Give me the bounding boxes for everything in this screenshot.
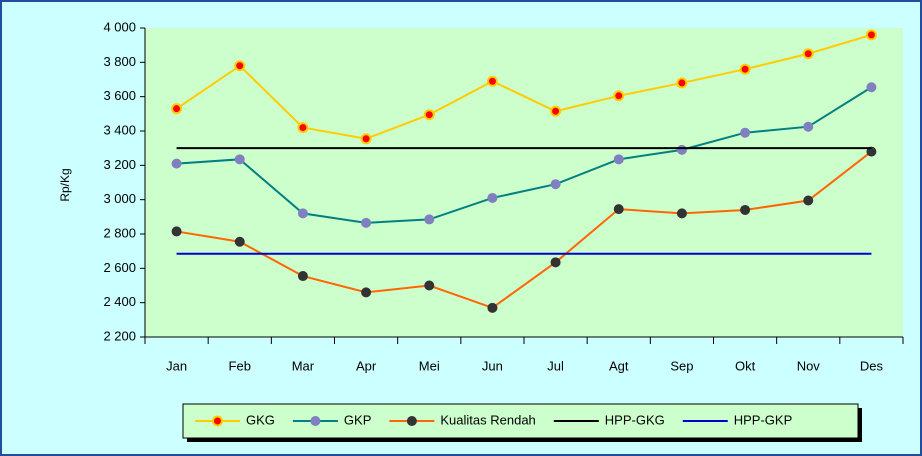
data-point <box>865 29 877 41</box>
legend-label: HPP-GKG <box>605 412 665 427</box>
y-tick-label: 3 600 <box>103 88 136 103</box>
data-point <box>866 146 877 157</box>
data-point <box>802 48 814 60</box>
data-point <box>676 77 688 89</box>
legend-label: HPP-GKP <box>734 412 793 427</box>
data-point <box>424 280 435 291</box>
data-point <box>360 133 372 145</box>
series-line <box>176 86 872 224</box>
y-tick-label: 3 400 <box>103 122 136 137</box>
legend-label: GKG <box>246 412 275 427</box>
data-point <box>171 226 182 237</box>
data-point <box>550 105 562 117</box>
x-tick-label: Sep <box>670 358 693 373</box>
legend-marker <box>212 415 223 427</box>
data-point <box>550 257 561 268</box>
data-point <box>361 217 372 228</box>
x-tick-label: Nov <box>797 358 821 373</box>
data-point <box>424 214 435 225</box>
data-point <box>803 195 814 206</box>
data-point <box>487 192 498 203</box>
data-point <box>171 103 183 115</box>
y-tick-label: 2 600 <box>103 260 136 275</box>
x-tick-label: Okt <box>735 358 756 373</box>
data-point <box>740 204 751 215</box>
legend-marker <box>310 416 321 426</box>
legend-label: Kualitas Rendah <box>440 412 535 427</box>
data-point <box>740 127 751 138</box>
data-point <box>171 158 182 169</box>
x-tick-label: Apr <box>356 358 377 373</box>
x-tick-label: Des <box>860 358 884 373</box>
data-point <box>423 109 435 121</box>
y-tick-label: 2 200 <box>103 328 136 343</box>
data-point <box>297 208 308 219</box>
x-tick-label: Mar <box>292 358 315 373</box>
data-point <box>613 204 624 215</box>
data-point <box>487 302 498 313</box>
legend-marker <box>406 416 417 426</box>
legend-label: GKP <box>344 412 371 427</box>
data-point <box>297 271 308 282</box>
x-tick-label: Feb <box>229 358 251 373</box>
x-tick-label: Mei <box>419 358 440 373</box>
data-point <box>803 121 814 132</box>
data-point <box>613 90 625 102</box>
data-point <box>234 236 245 247</box>
data-point <box>297 122 309 134</box>
x-tick-label: Jan <box>166 358 187 373</box>
data-point <box>550 179 561 190</box>
y-tick-label: 4 000 <box>103 19 136 34</box>
data-point <box>739 63 751 75</box>
series-line <box>176 33 872 140</box>
data-point <box>234 60 246 72</box>
y-tick-label: 3 200 <box>103 157 136 172</box>
data-point <box>676 208 687 219</box>
series-line <box>176 150 873 309</box>
y-axis-label: Rp/Kg <box>58 168 72 201</box>
y-tick-label: 3 000 <box>103 191 136 206</box>
plot-area <box>145 28 903 337</box>
x-tick-label: Jun <box>482 358 503 373</box>
data-point <box>613 154 624 165</box>
data-point <box>676 144 687 155</box>
y-tick-label: 2 800 <box>103 225 136 240</box>
data-point <box>361 287 372 298</box>
y-tick-label: 3 800 <box>103 54 136 69</box>
data-point <box>486 75 498 87</box>
data-point <box>234 154 245 165</box>
y-tick-label: 2 400 <box>103 294 136 309</box>
x-tick-label: Jul <box>547 358 564 373</box>
x-tick-label: Agt <box>609 358 629 373</box>
data-point <box>866 82 877 93</box>
